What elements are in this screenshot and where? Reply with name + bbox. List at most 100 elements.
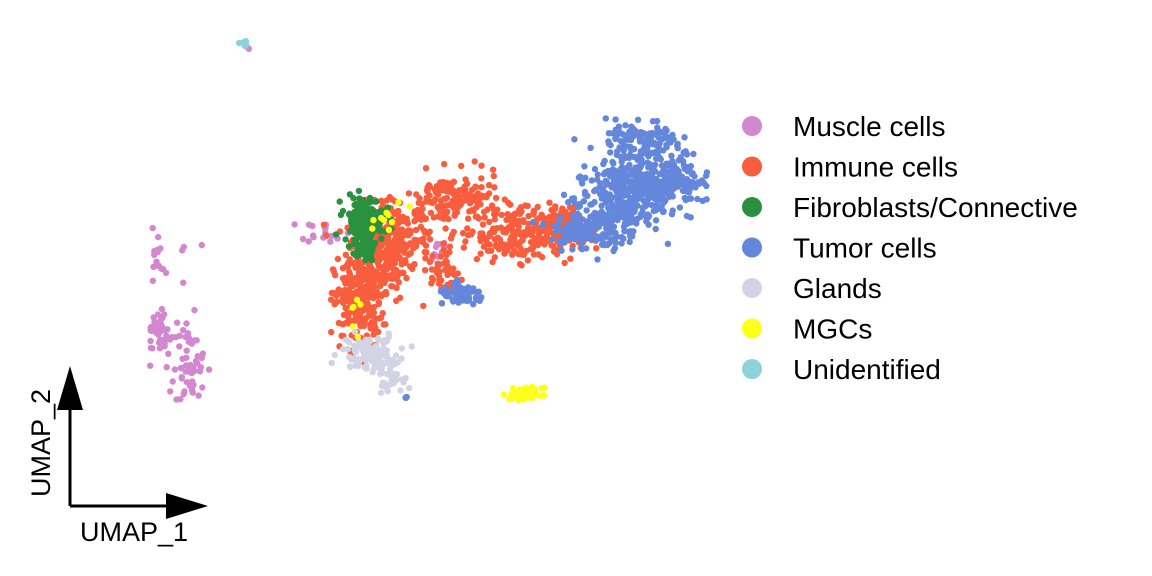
scatter-point [384,265,391,272]
scatter-point [386,260,394,267]
scatter-point [469,228,476,235]
scatter-point [349,304,356,311]
scatter-point [593,245,600,252]
scatter-point [465,293,472,300]
scatter-point [631,204,638,211]
scatter-point [346,210,353,217]
scatter-point [486,230,494,237]
scatter-point [429,252,436,260]
scatter-point [644,142,652,149]
scatter-point [394,242,401,249]
scatter-point [418,200,426,208]
scatter-point [195,392,202,399]
scatter-point [442,195,449,203]
scatter-point [364,300,371,307]
scatter-point [630,171,637,178]
scatter-point [560,227,567,234]
scatter-point [377,264,385,272]
scatter-point [460,297,467,304]
scatter-point [668,152,675,159]
scatter-point [588,177,595,184]
scatter-point [401,249,408,256]
legend-item: Fibroblasts/Connective [742,192,1078,223]
scatter-point [529,219,537,226]
scatter-point [636,138,644,145]
scatter-point [664,240,672,247]
scatter-point [580,232,587,240]
scatter-point [351,236,358,243]
scatter-point [348,260,356,267]
scatter-point [574,222,581,229]
scatter-point [577,240,585,247]
scatter-point [483,236,490,244]
scatter-point [375,274,383,281]
scatter-point [402,394,410,401]
scatter-point [375,328,382,336]
series-mgcs [349,199,548,404]
scatter-point [377,389,385,397]
scatter-point [362,256,369,264]
scatter-point [205,366,213,373]
scatter-point [597,235,605,242]
scatter-point [608,201,616,208]
scatter-point [609,158,616,166]
scatter-point [159,314,166,322]
scatter-point [462,238,469,245]
scatter-point [198,241,205,249]
scatter-point [613,151,621,159]
scatter-point [359,318,367,325]
scatter-point [440,202,447,210]
scatter-point [574,204,582,211]
legend-label: Unidentified [793,354,941,385]
scatter-point [430,214,437,221]
scatter-point [150,263,157,270]
scatter-point [643,214,650,221]
scatter-point [535,215,543,222]
scatter-point [622,122,629,129]
scatter-point [470,301,477,308]
scatter-point [345,243,353,250]
scatter-point [437,253,445,260]
scatter-point [432,243,440,251]
scatter-point [650,192,657,199]
scatter-point [359,201,366,208]
scatter-point [450,198,457,205]
scatter-point [629,126,637,133]
scatter-point [676,204,684,211]
scatter-point [440,240,447,247]
scatter-point [481,214,488,221]
scatter-point [161,326,168,334]
scatter-point [178,375,185,382]
scatter-point [611,168,618,175]
scatter-point [450,187,457,194]
scatter-point [460,244,467,251]
scatter-point [442,225,449,232]
scatter-point [331,351,338,359]
scatter-point [477,237,484,245]
scatter-point [348,295,355,303]
scatter-point [339,207,347,215]
scatter-point [675,183,682,190]
scatter-point [600,160,607,168]
scatter-point [587,144,594,151]
scatter-point [479,230,486,237]
scatter-point [626,183,634,191]
scatter-point [396,294,404,301]
scatter-point [642,197,649,205]
scatter-point [406,203,413,210]
scatter-point [194,359,201,367]
scatter-point [501,196,508,203]
scatter-point [356,276,363,283]
scatter-point [491,216,498,223]
scatter-point [147,337,154,345]
scatter-point [621,175,628,183]
scatter-point [562,234,570,241]
scatter-point [414,208,422,216]
scatter-point [570,195,578,202]
scatter-point [183,320,190,327]
scatter-point [357,301,364,308]
scatter-point [540,392,548,399]
scatter-point [395,199,402,206]
scatter-point [604,213,611,220]
scatter-point [628,146,635,154]
